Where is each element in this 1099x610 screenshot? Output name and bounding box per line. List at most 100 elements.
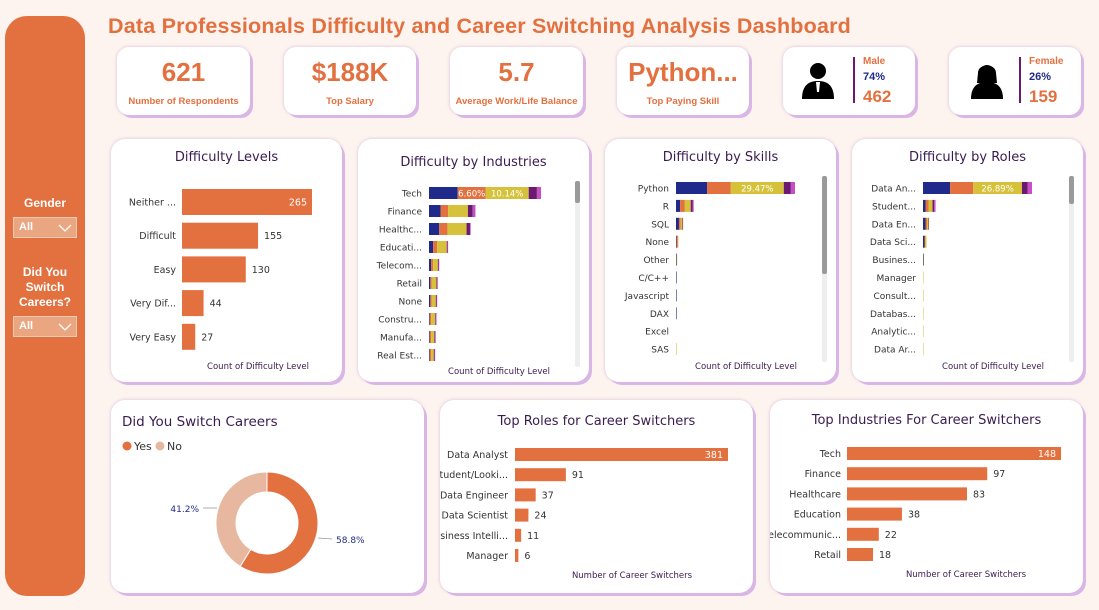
bar-segment: [677, 235, 679, 248]
bar-segment: [1021, 182, 1028, 194]
gender-dropdown[interactable]: All: [13, 217, 77, 238]
female-title: Female: [1029, 56, 1064, 67]
bar-segment: [435, 313, 437, 325]
bar-segment: [429, 223, 440, 235]
category-label: Tech: [819, 449, 841, 460]
category-label: Finance: [388, 208, 423, 218]
category-label: R: [663, 202, 669, 212]
kpi-label: Average Work/Life Balance: [455, 96, 578, 107]
category-label: Student...: [872, 202, 916, 212]
data-label: 37: [542, 490, 554, 501]
bar-segment: [950, 182, 974, 194]
category-label: Data Sci...: [870, 238, 916, 248]
bar-segment: [682, 217, 684, 230]
bar-segment: [446, 241, 448, 253]
category-label: Education: [794, 510, 841, 521]
bar-segment: [928, 199, 933, 212]
scrollbar-thumb[interactable]: [1069, 176, 1074, 204]
data-label: 29.47%: [741, 185, 773, 195]
bar: [515, 468, 566, 482]
category-label: Constru...: [378, 316, 422, 326]
leader-line: [317, 537, 333, 540]
x-axis-label: Count of Difficulty Level: [207, 362, 309, 372]
kpi-value: $188K: [311, 57, 389, 87]
bar-segment: [676, 253, 677, 266]
data-label: 97: [993, 469, 1005, 480]
female-count: 159: [1029, 87, 1058, 106]
category-label: Databas...: [870, 310, 916, 320]
bar-segment: [429, 331, 432, 343]
category-label: Very Dif...: [130, 299, 176, 310]
bar-segment: [1027, 182, 1032, 194]
kpi-label: Top Salary: [326, 96, 374, 107]
difficulty-levels-chart: Neither ... 265 Difficult 155 Easy 130 Very Di…: [129, 189, 312, 372]
bar: [847, 447, 1061, 460]
category-label: Telecommunic...: [770, 530, 841, 541]
category-label: Student/Looki...: [440, 470, 508, 481]
data-label: 148: [1038, 449, 1056, 460]
bar-segment: [433, 241, 438, 253]
bar-segment: [429, 349, 430, 361]
category-label: Manager: [466, 551, 508, 562]
category-label: Analytic...: [871, 328, 916, 338]
bar: [515, 549, 519, 562]
switch-label-line: Careers?: [18, 295, 72, 309]
bar-segment: [457, 187, 486, 199]
card-difficulty-roles: Difficulty by Roles Data An... 26.89% Stud…: [852, 139, 1083, 382]
bar-segment: [690, 199, 693, 212]
bar-segment: [429, 241, 434, 253]
switch-careers-dropdown[interactable]: All: [13, 316, 77, 337]
card-difficulty-industries: Difficulty by Industries Tech 6.60% 10.14%…: [358, 139, 589, 382]
bar: [182, 323, 196, 350]
kpi-respondents: 621 Number of Respondents: [117, 47, 250, 115]
male-count: 462: [863, 87, 892, 106]
bar-segment: [923, 199, 926, 212]
bar-segment: [923, 289, 924, 302]
bar: [847, 507, 902, 521]
bar-segment: [973, 182, 1022, 194]
bar-segment: [676, 199, 681, 212]
female-percent: 26%: [1029, 71, 1052, 83]
bar-segment: [447, 223, 467, 235]
category-label: Neither ...: [129, 198, 176, 209]
category-label: Data An...: [871, 185, 916, 195]
kpi-male: Male 74% 462: [783, 47, 915, 115]
bar-segment: [431, 313, 436, 325]
scrollbar-thumb[interactable]: [822, 176, 827, 274]
bar-segment: [438, 259, 440, 271]
bar-segment: [676, 253, 678, 266]
bar-segment: [923, 235, 925, 248]
bar-segment: [923, 307, 924, 320]
bar-segment: [676, 235, 678, 248]
data-label: 6.60%: [458, 190, 485, 200]
bar-segment: [429, 295, 431, 307]
scrollbar-thumb[interactable]: [575, 181, 580, 203]
bar-segment: [430, 295, 432, 307]
category-label: None: [646, 238, 670, 248]
bar-segment: [934, 199, 936, 212]
category-label: Real Est...: [377, 352, 422, 362]
card-difficulty-skills: Difficulty by Skills Python 29.47% R SQL Non…: [605, 139, 836, 382]
gender-slicer-label: Gender: [23, 196, 66, 210]
bar: [182, 222, 259, 249]
category-label: Educati...: [380, 244, 422, 254]
data-label: 26.89%: [981, 185, 1013, 195]
kpi-label: Top Paying Skill: [646, 96, 720, 107]
bar: [847, 548, 874, 561]
category-label: Tech: [401, 190, 422, 200]
bar-segment: [927, 217, 929, 230]
chevron-down-icon: [58, 224, 72, 232]
bar-segment: [684, 199, 691, 212]
bar: [847, 467, 988, 481]
kpi-value: 621: [161, 57, 206, 87]
legend-label: No: [167, 440, 182, 453]
card-top-industries: Top Industries For Career Switchers Tech…: [770, 400, 1083, 593]
bar-segment: [676, 235, 677, 248]
bar-segment: [783, 182, 791, 194]
data-label: 22: [885, 530, 897, 541]
scrollbar-track: [575, 181, 580, 367]
divider: [1019, 57, 1021, 103]
kpi-value: 5.7: [498, 57, 535, 87]
category-label: SAS: [651, 346, 669, 356]
bar-segment: [431, 259, 434, 271]
